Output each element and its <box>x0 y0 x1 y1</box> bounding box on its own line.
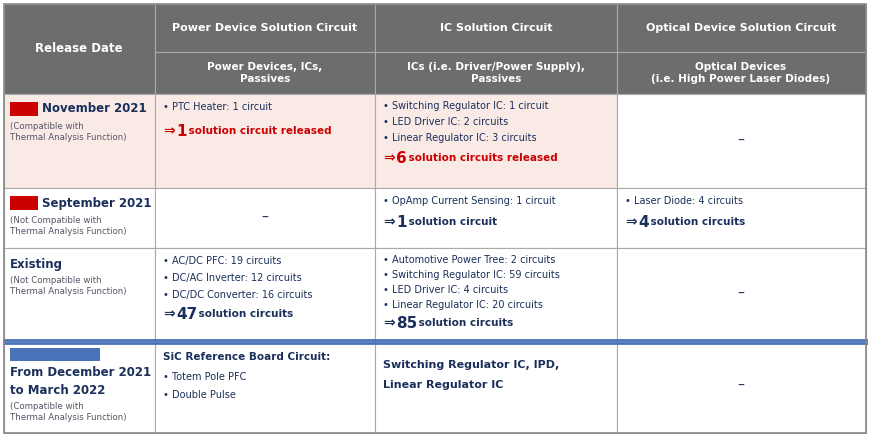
Text: solution circuits released: solution circuits released <box>405 153 557 163</box>
Bar <box>616 52 865 94</box>
Text: ⇒: ⇒ <box>382 151 395 165</box>
Bar <box>375 94 616 188</box>
Text: ⇒: ⇒ <box>163 124 175 138</box>
Text: 85: 85 <box>395 316 417 331</box>
Bar <box>155 4 375 52</box>
Text: solution circuits: solution circuits <box>647 217 745 227</box>
Text: 1: 1 <box>395 215 406 230</box>
Bar <box>616 340 865 433</box>
Bar <box>616 4 865 52</box>
Text: November 2021: November 2021 <box>42 103 147 115</box>
Text: SiC Reference Board Circuit:: SiC Reference Board Circuit: <box>163 352 330 362</box>
Text: From December 2021: From December 2021 <box>10 366 151 379</box>
Text: • DC/DC Converter: 16 circuits: • DC/DC Converter: 16 circuits <box>163 290 312 300</box>
Bar <box>616 188 865 248</box>
Text: –: – <box>737 134 744 148</box>
Text: • OpAmp Current Sensing: 1 circuit: • OpAmp Current Sensing: 1 circuit <box>382 196 555 206</box>
Text: to March 2022: to March 2022 <box>10 384 105 397</box>
Text: Under Development: Under Development <box>17 350 93 358</box>
Text: Power Device Solution Circuit: Power Device Solution Circuit <box>172 23 357 33</box>
Bar <box>4 248 155 340</box>
Bar <box>155 248 375 340</box>
Text: • Laser Diode: 4 circuits: • Laser Diode: 4 circuits <box>624 196 742 206</box>
Text: solution circuit released: solution circuit released <box>185 126 331 136</box>
Text: • Linear Regulator IC: 20 circuits: • Linear Regulator IC: 20 circuits <box>382 300 542 310</box>
Bar <box>155 340 375 433</box>
Bar <box>4 4 155 94</box>
Text: solution circuit: solution circuit <box>405 217 496 227</box>
Bar <box>155 94 375 188</box>
Bar <box>10 102 38 116</box>
Text: 4: 4 <box>637 215 648 230</box>
Text: • AC/DC PFC: 19 circuits: • AC/DC PFC: 19 circuits <box>163 256 281 266</box>
Bar <box>375 188 616 248</box>
Text: • Totem Pole PFC: • Totem Pole PFC <box>163 372 246 382</box>
Text: (Not Compatible with
Thermal Analysis Function): (Not Compatible with Thermal Analysis Fu… <box>10 216 126 236</box>
Text: • Automotive Power Tree: 2 circuits: • Automotive Power Tree: 2 circuits <box>382 255 554 265</box>
Text: • PTC Heater: 1 circuit: • PTC Heater: 1 circuit <box>163 102 272 112</box>
Text: ⇒: ⇒ <box>624 215 636 229</box>
Text: • Switching Regulator IC: 1 circuit: • Switching Regulator IC: 1 circuit <box>382 101 547 111</box>
Text: –: – <box>737 287 744 301</box>
Bar <box>155 52 375 94</box>
Text: solution circuits: solution circuits <box>195 309 293 319</box>
Text: Existing: Existing <box>10 258 63 271</box>
Text: –: – <box>737 379 744 393</box>
Bar <box>616 94 865 188</box>
Text: 6: 6 <box>395 151 407 166</box>
Text: • Linear Regulator IC: 3 circuits: • Linear Regulator IC: 3 circuits <box>382 133 536 143</box>
Text: • LED Driver IC: 4 circuits: • LED Driver IC: 4 circuits <box>382 285 507 295</box>
Text: (Compatible with
Thermal Analysis Function): (Compatible with Thermal Analysis Functi… <box>10 122 126 142</box>
Text: Power Devices, ICs,
Passives: Power Devices, ICs, Passives <box>207 62 322 84</box>
Text: • LED Driver IC: 2 circuits: • LED Driver IC: 2 circuits <box>382 117 507 127</box>
Bar <box>375 340 616 433</box>
Text: September 2021: September 2021 <box>42 197 151 209</box>
Bar <box>375 52 616 94</box>
Text: (Compatible with
Thermal Analysis Function): (Compatible with Thermal Analysis Functi… <box>10 402 126 423</box>
Text: Optical Devices
(i.e. High Power Laser Diodes): Optical Devices (i.e. High Power Laser D… <box>651 62 830 84</box>
Text: ICs (i.e. Driver/Power Supply),
Passives: ICs (i.e. Driver/Power Supply), Passives <box>407 62 584 84</box>
Text: • Switching Regulator IC: 59 circuits: • Switching Regulator IC: 59 circuits <box>382 270 560 280</box>
Text: New: New <box>14 198 34 208</box>
Text: –: – <box>262 211 269 225</box>
Bar <box>10 196 38 210</box>
Text: 1: 1 <box>176 124 186 139</box>
Text: • DC/AC Inverter: 12 circuits: • DC/AC Inverter: 12 circuits <box>163 273 302 283</box>
Text: • Double Pulse: • Double Pulse <box>163 390 235 400</box>
Bar <box>616 248 865 340</box>
Text: New: New <box>14 104 34 114</box>
Bar <box>4 340 155 433</box>
Text: (Not Compatible with
Thermal Analysis Function): (Not Compatible with Thermal Analysis Fu… <box>10 276 126 296</box>
Text: Release Date: Release Date <box>35 42 123 55</box>
Text: ⇒: ⇒ <box>382 316 395 330</box>
Bar <box>10 348 100 361</box>
Bar <box>375 248 616 340</box>
Bar <box>4 94 155 188</box>
Bar <box>155 188 375 248</box>
Text: ⇒: ⇒ <box>382 215 395 229</box>
Text: Linear Regulator IC: Linear Regulator IC <box>382 380 503 390</box>
Bar <box>4 188 155 248</box>
Text: Switching Regulator IC, IPD,: Switching Regulator IC, IPD, <box>382 360 559 370</box>
Text: Optical Device Solution Circuit: Optical Device Solution Circuit <box>645 23 835 33</box>
Bar <box>375 4 616 52</box>
Text: solution circuits: solution circuits <box>415 318 513 328</box>
Text: IC Solution Circuit: IC Solution Circuit <box>439 23 552 33</box>
Text: 47: 47 <box>176 307 197 322</box>
Text: ⇒: ⇒ <box>163 307 175 321</box>
